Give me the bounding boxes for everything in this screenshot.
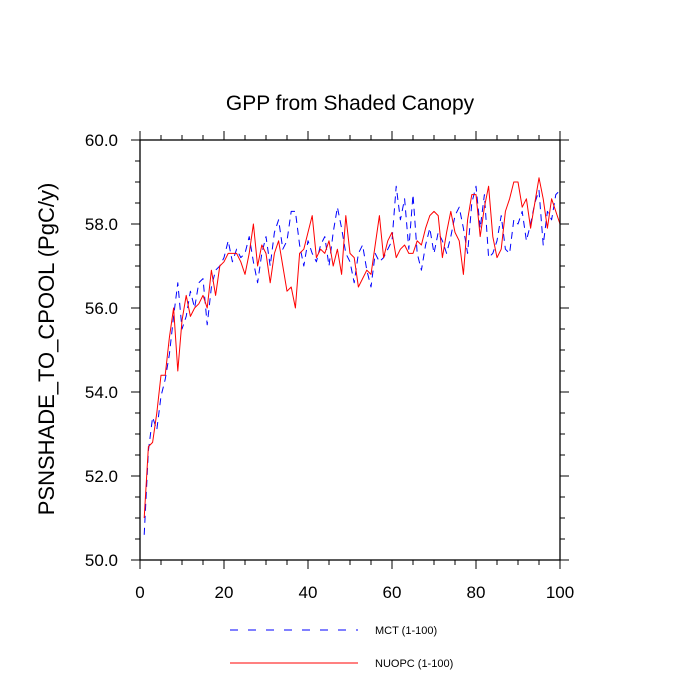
x-tick-label: 60	[383, 583, 402, 602]
x-tick-label: 0	[135, 583, 144, 602]
legend-label-mct: MCT (1-100)	[375, 625, 437, 637]
series-line-mct	[143, 185, 561, 535]
series-line-nuopc	[143, 177, 561, 519]
y-tick-label: 52.0	[85, 467, 118, 486]
y-axis-label: PSNSHADE_TO_CPOOL (PgC/y)	[34, 183, 59, 516]
x-tick-label: 80	[467, 583, 486, 602]
y-tick-label: 50.0	[85, 551, 118, 570]
plot-frame	[139, 139, 561, 561]
x-tick-label: 20	[215, 583, 234, 602]
y-tick-label: 54.0	[85, 383, 118, 402]
legend: MCT (1-100) NUOPC (1-100)	[230, 625, 453, 670]
y-tick-label: 58.0	[85, 215, 118, 234]
y-tick-label: 60.0	[85, 131, 118, 150]
x-tick-label: 40	[299, 583, 318, 602]
x-tick-label: 100	[546, 583, 574, 602]
y-tick-label: 56.0	[85, 299, 118, 318]
plot-area: 0 20 40 60 80 100 50.0 52.0 54.0 56.0 58.0 60.0	[85, 131, 574, 602]
chart-title: GPP from Shaded Canopy	[226, 92, 475, 115]
legend-label-nuopc: NUOPC (1-100)	[375, 658, 453, 670]
